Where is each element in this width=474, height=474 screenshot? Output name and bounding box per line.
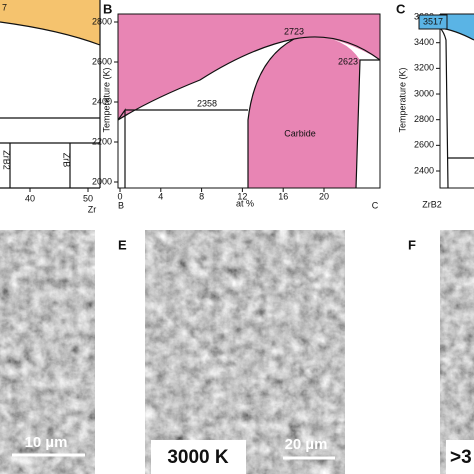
panel-c: C 2400260028003000320034003600 Temperatu… [396,1,474,209]
annotation: 7 [2,2,7,12]
y-tick-label: 2400 [414,165,434,175]
phase-label: ZrB [62,153,72,168]
panel-d: 10 µm [0,230,95,474]
x-tick-label: 40 [25,193,35,203]
panel-a: 7 ZrB2 ZrB 40 50 Zr [0,0,101,214]
ticks: 2000 2200 2400 2600 2800 0 4 8 12 16 20 [92,16,329,201]
panel-label: F [408,237,416,252]
phase-lines [117,38,380,189]
axes-frame [117,13,381,189]
liquid-region [440,14,474,40]
y-axis-label: Temperature (K) [397,67,407,132]
phase-lines [439,27,474,189]
carbide-region [248,36,360,188]
y-tick-label: 3400 [414,37,434,47]
x-tick-label: 50 [83,193,93,203]
y-tick-label: 2200 [92,136,112,146]
sem-image [440,230,474,474]
y-tick-label: 2600 [92,56,112,66]
panel-label: E [118,237,127,252]
scale-bar-label: 20 µm [285,436,328,453]
annotation: Carbide [284,128,316,138]
sem-image [145,230,345,474]
label-box [151,440,246,474]
liquidus [117,36,381,121]
scale-bar-label: 10 µm [25,434,68,451]
x-tick-label: 16 [278,191,288,201]
label-box [446,440,474,474]
panel-e: E 3000 K 20 µm [118,230,345,474]
x-tick-label: 8 [199,191,204,201]
annotation: 2723 [284,26,304,36]
sem-image [0,230,95,474]
y-tick-label: 2600 [414,140,434,150]
y-tick-label: 2800 [92,16,112,26]
panel-label: B [103,1,112,16]
phase-label: ZrB2 [2,150,12,170]
x-tick-label: 12 [237,191,247,201]
temperature-label: 3000 K [167,447,229,468]
x-end-label: ZrB2 [422,199,442,209]
y-tick-label: 3000 [414,88,434,98]
annotation: 2358 [197,98,217,108]
x-end-label: B [118,200,124,210]
liquidus [0,21,101,46]
annotation-box [418,14,448,30]
phase-lines [0,0,101,189]
y-tick-label: 2800 [414,114,434,124]
y-tick-label: 3200 [414,63,434,73]
x-tick-label: 20 [319,191,329,201]
x-ticks: 40 50 [25,188,93,203]
y-tick-label: 2400 [92,96,112,106]
x-end-label: Zr [88,204,97,214]
liquid-region [118,14,380,120]
axes-frame [439,13,474,189]
x-axis-label: at % [236,198,254,208]
panel-label: C [396,1,406,16]
x-end-label: C [372,200,379,210]
annotation: 2623 [338,56,358,66]
x-tick-label: 0 [117,191,122,201]
y-ticks: 2400260028003000320034003600 [414,11,440,175]
annotation: 3517 [423,16,443,26]
x-tick-label: 4 [158,191,163,201]
panel-b: B 2000 2200 2400 2600 2800 0 4 8 12 16 20 Temperat… [92,1,381,210]
temperature-label: >3 [450,447,472,468]
y-tick-label: 2000 [92,176,112,186]
panel-f: F >3 [408,230,474,474]
liquid-region [0,0,100,45]
y-axis-label: Temperature (K) [101,67,111,132]
